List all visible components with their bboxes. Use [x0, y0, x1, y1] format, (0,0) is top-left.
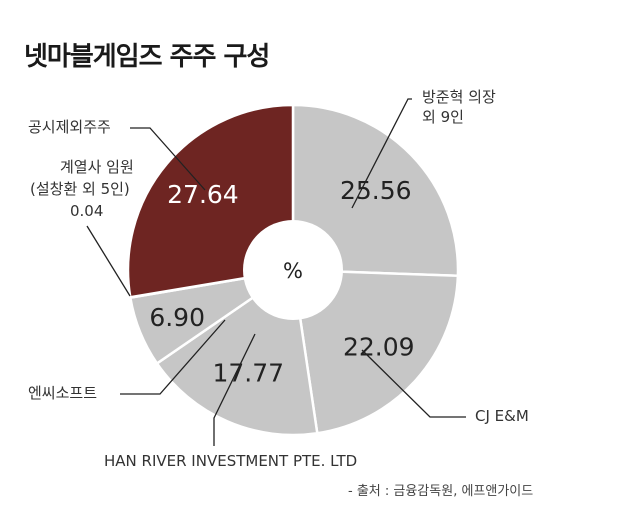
- value-label-2: 17.77: [213, 359, 285, 388]
- value-label-3: 6.90: [149, 303, 205, 332]
- value-label-0: 25.56: [340, 176, 412, 205]
- label-cj: CJ E&M: [475, 407, 529, 425]
- leader-bang: [351, 98, 412, 209]
- center-label: %: [283, 259, 303, 283]
- label-bang-line1: 방준혁 의장: [422, 88, 496, 106]
- label-nc: 엔씨소프트: [28, 384, 98, 402]
- chart-title: 넷마블게임즈 주주 구성: [24, 42, 270, 72]
- label-bang-line2: 외 9인: [422, 108, 464, 126]
- label-han: HAN RIVER INVESTMENT PTE. LTD: [104, 452, 358, 470]
- leader-exec: [86, 225, 131, 297]
- leader-public: [130, 127, 206, 191]
- source-note: - 출처 : 금융감독원, 에프앤가이드: [348, 484, 534, 499]
- leader-nc: [120, 319, 226, 395]
- pie-slice-0: [291, 103, 460, 278]
- label-exec-value: 0.04: [70, 202, 104, 220]
- value-label-5: 27.64: [167, 180, 239, 209]
- label-public: 공시제외주주: [28, 118, 111, 136]
- label-exec-line1: 계열사 임원: [60, 158, 134, 176]
- pie-slice-1: [291, 268, 460, 435]
- leader-han: [213, 333, 256, 446]
- label-exec-line2: (설창환 외 5인): [30, 180, 130, 198]
- donut-hole: [243, 220, 343, 320]
- leader-cj: [361, 349, 466, 418]
- value-label-1: 22.09: [343, 333, 415, 362]
